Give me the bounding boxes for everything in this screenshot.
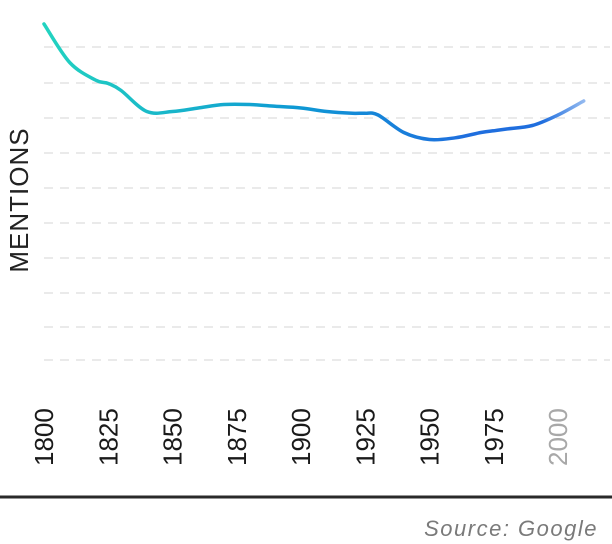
x-tick-1925: 1925 <box>350 408 380 466</box>
x-tick-1975: 1975 <box>479 408 509 466</box>
x-axis-ticks: 1800 1825 1850 1875 1900 1925 1950 1975 2000 <box>29 408 573 466</box>
x-tick-1825: 1825 <box>93 408 123 466</box>
y-axis-label: MENTIONS <box>4 127 34 272</box>
x-tick-1850: 1850 <box>158 408 188 466</box>
series-line <box>42 22 586 142</box>
x-tick-1950: 1950 <box>415 408 445 466</box>
x-tick-2000: 2000 <box>543 408 573 466</box>
source-note: Source: Google <box>424 516 598 541</box>
x-tick-1800: 1800 <box>29 408 59 466</box>
x-tick-1900: 1900 <box>286 408 316 466</box>
gridlines <box>44 46 610 361</box>
x-tick-1875: 1875 <box>222 408 252 466</box>
